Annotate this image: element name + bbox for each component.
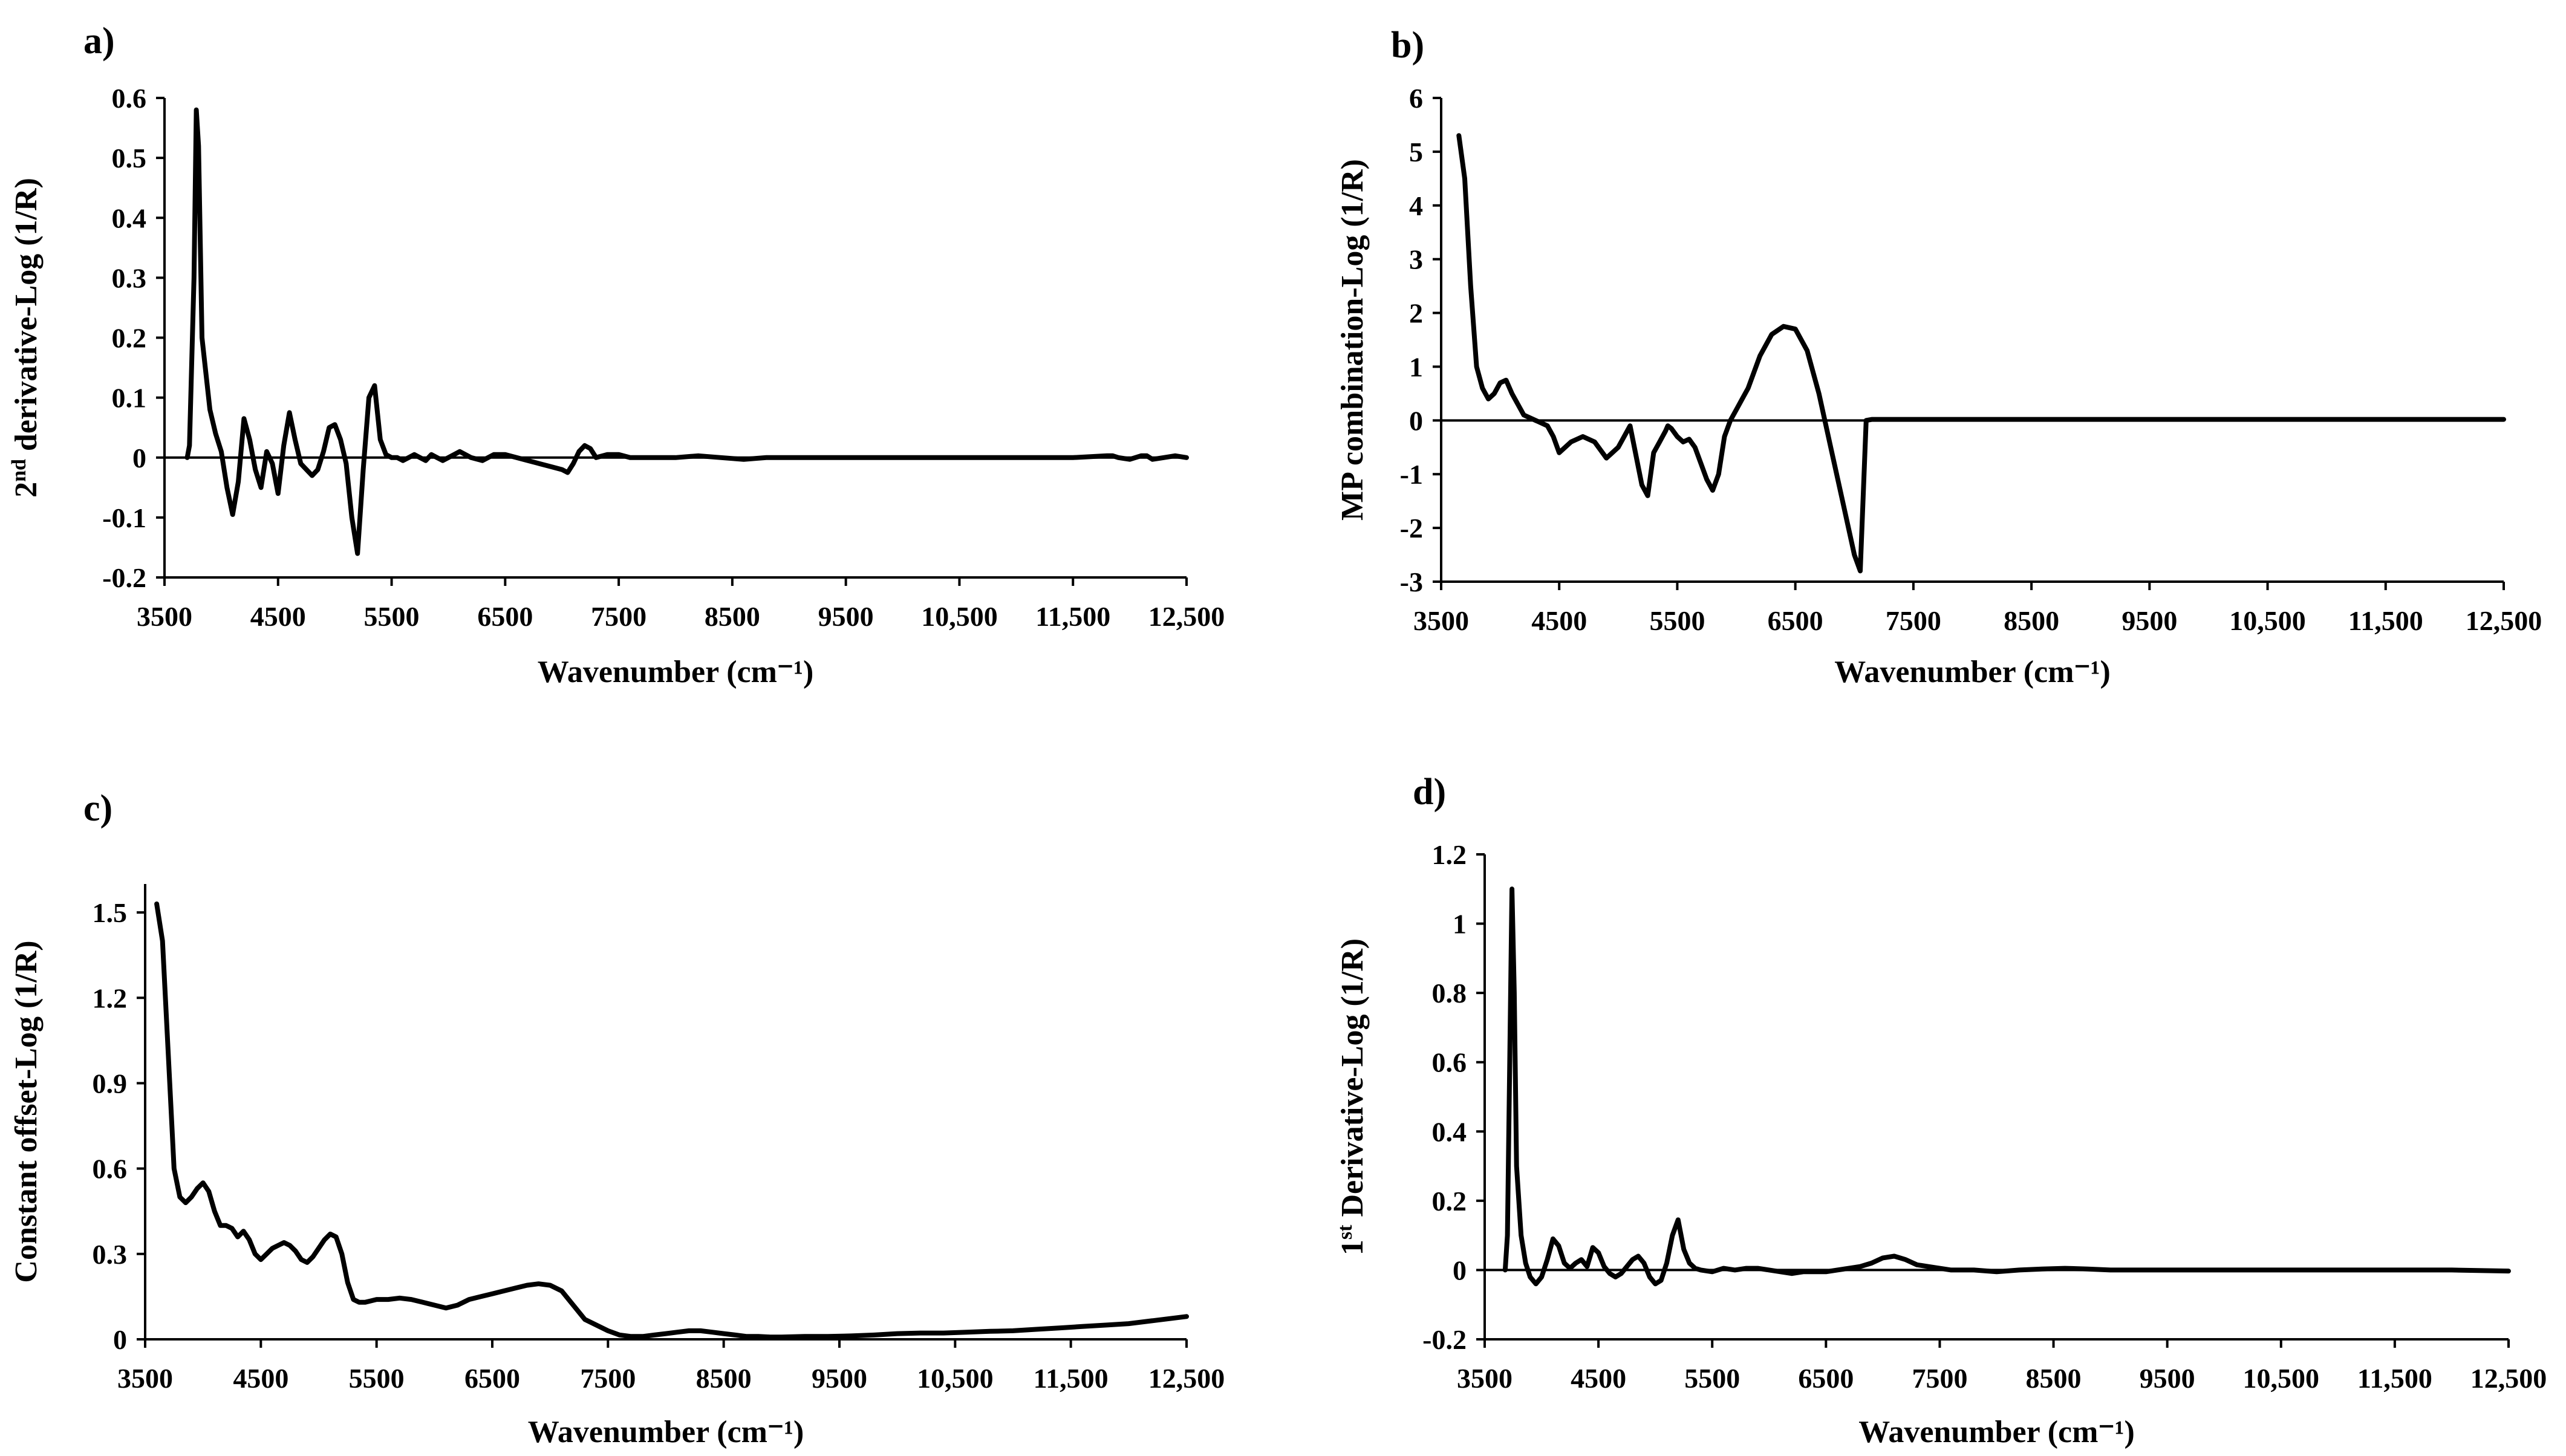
x-tick-label: 9500	[2122, 605, 2177, 636]
x-axis-label: Wavenumber (cm⁻¹)	[1834, 655, 2111, 689]
y-tick-label: 0.6	[1432, 1047, 1467, 1078]
x-axis-label: Wavenumber (cm⁻¹)	[528, 1415, 804, 1449]
y-tick-label: 1.5	[93, 897, 128, 928]
x-tick-label: 6500	[464, 1363, 520, 1394]
series-line	[1456, 133, 2506, 574]
y-tick-label: 0.3	[112, 262, 147, 293]
x-tick-label: 11,500	[1035, 601, 1110, 632]
y-tick-label: 0.2	[112, 323, 147, 354]
x-tick-label: 6500	[477, 601, 533, 632]
x-tick-label: 12,500	[1148, 1363, 1225, 1394]
y-tick-label: 0	[132, 443, 146, 473]
x-tick-label: 4500	[250, 601, 306, 632]
y-axis-label: Constant offset-Log (1/R)	[9, 940, 44, 1282]
panel-label: d)	[1413, 772, 1446, 813]
x-tick-label: 5500	[364, 601, 420, 632]
y-tick-label: 0.6	[93, 1154, 128, 1185]
x-tick-label: 5500	[1684, 1363, 1740, 1394]
x-tick-label: 4500	[1571, 1363, 1626, 1394]
x-tick-label: 9500	[2140, 1363, 2195, 1394]
y-tick-label: 0.5	[112, 143, 147, 174]
x-tick-label: 8500	[696, 1363, 752, 1394]
y-tick-label: 3	[1409, 244, 1423, 275]
x-tick-label: 12,500	[2470, 1363, 2547, 1394]
x-tick-label: 9500	[818, 601, 874, 632]
y-tick-label: 5	[1409, 137, 1423, 167]
y-tick-label: 6	[1409, 83, 1423, 114]
x-tick-label: 5500	[349, 1363, 405, 1394]
x-tick-label: 6500	[1798, 1363, 1854, 1394]
series-line	[184, 107, 1189, 556]
y-tick-label: 0.9	[93, 1068, 128, 1099]
x-tick-label: 12,500	[1148, 601, 1225, 632]
x-tick-label: 8500	[2004, 605, 2059, 636]
x-tick-label: 8500	[2026, 1363, 2082, 1394]
y-tick-label: 0.3	[93, 1239, 128, 1270]
x-tick-label: 10,500	[921, 601, 998, 632]
x-tick-label: 11,500	[1034, 1363, 1109, 1394]
x-tick-label: 8500	[705, 601, 760, 632]
x-tick-label: 3500	[1457, 1363, 1513, 1394]
series-line	[154, 901, 1189, 1340]
x-tick-label: 7500	[1886, 605, 1941, 636]
x-tick-label: 3500	[137, 601, 192, 632]
y-tick-label: 0	[113, 1324, 127, 1355]
panel-c: 0 0.3 0.6 0.9 1.2 1.5 3500 4500 5500 6500 7500 8500…	[9, 788, 1225, 1449]
y-tick-label: 1	[1409, 351, 1423, 382]
y-tick-label: -0.1	[102, 502, 146, 533]
panel-b: -3 -2 -1 0 1 2 3 4 5 6 3500 4500 5500 6500 7500 8500 950…	[1335, 25, 2542, 689]
y-axis-label: MP combination-Log (1/R)	[1335, 159, 1370, 521]
x-axis-label: Wavenumber (cm⁻¹)	[1858, 1415, 2135, 1449]
x-tick-label: 10,500	[917, 1363, 994, 1394]
panel-a: -0.2 -0.1 0 0.1 0.2 0.3 0.4 0.5 0.6 3500 4500 5500 6…	[8, 21, 1225, 689]
y-tick-label: -2	[1400, 513, 1423, 544]
panel-label: b)	[1391, 25, 1424, 66]
x-tick-label: 7500	[580, 1363, 636, 1394]
x-tick-label: 3500	[117, 1363, 173, 1394]
x-tick-label: 4500	[1531, 605, 1587, 636]
x-tick-label: 7500	[1912, 1363, 1967, 1394]
x-tick-label: 11,500	[2357, 1363, 2432, 1394]
y-tick-label: 0.8	[1432, 978, 1467, 1009]
y-axis-label: 2nd derivative-Log (1/R)	[8, 178, 44, 498]
y-tick-label: -0.2	[1422, 1324, 1467, 1355]
x-tick-label: 10,500	[2229, 605, 2306, 636]
x-tick-label: 11,500	[2348, 605, 2423, 636]
y-tick-label: 0.6	[112, 83, 147, 114]
x-tick-label: 4500	[233, 1363, 288, 1394]
x-tick-label: 10,500	[2243, 1363, 2320, 1394]
x-tick-label: 9500	[812, 1363, 867, 1394]
y-tick-label: 0.2	[1432, 1186, 1467, 1217]
panel-label: c)	[83, 788, 112, 829]
x-tick-label: 5500	[1649, 605, 1705, 636]
y-tick-label: 1	[1453, 909, 1467, 940]
y-tick-label: 0	[1453, 1255, 1467, 1285]
x-tick-label: 3500	[1413, 605, 1469, 636]
x-tick-label: 6500	[1768, 605, 1823, 636]
panel-label: a)	[83, 21, 115, 62]
panel-d: -0.2 0 0.2 0.4 0.6 0.8 1 1.2 3500 4500 5500 6500 750…	[1334, 772, 2547, 1449]
x-tick-label: 12,500	[2466, 605, 2542, 636]
y-axis-label: 1st Derivative-Log (1/R)	[1334, 938, 1370, 1255]
x-axis-label: Wavenumber (cm⁻¹)	[538, 655, 814, 689]
y-tick-label: 4	[1409, 190, 1423, 221]
series-line	[1502, 886, 2511, 1287]
x-tick-label: 7500	[591, 601, 646, 632]
y-tick-label: 1.2	[93, 983, 128, 1013]
y-tick-label: -1	[1400, 459, 1423, 490]
y-tick-label: 0.1	[112, 383, 147, 414]
y-tick-label: 0.4	[1432, 1116, 1467, 1147]
y-tick-label: 0.4	[112, 203, 147, 233]
y-tick-label: -3	[1400, 567, 1423, 597]
y-tick-label: -0.2	[102, 562, 146, 593]
y-tick-label: 1.2	[1432, 839, 1467, 870]
y-tick-label: 2	[1409, 298, 1423, 329]
y-tick-label: 0	[1409, 405, 1423, 436]
